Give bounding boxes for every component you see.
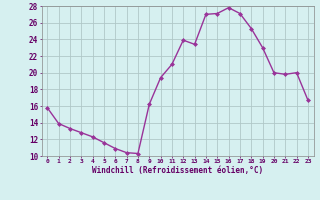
X-axis label: Windchill (Refroidissement éolien,°C): Windchill (Refroidissement éolien,°C): [92, 166, 263, 175]
